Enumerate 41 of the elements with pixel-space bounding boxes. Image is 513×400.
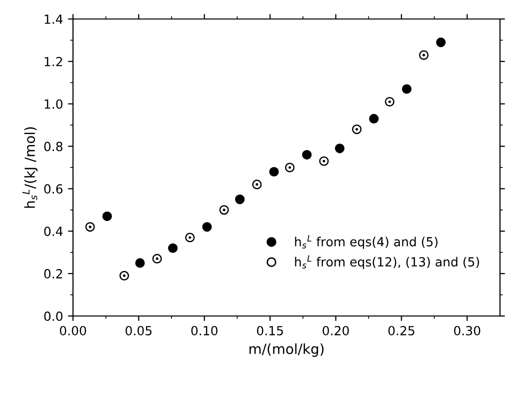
point — [319, 156, 329, 166]
x-tick-label: 0.05 — [126, 326, 152, 336]
point — [152, 254, 162, 264]
point — [202, 222, 212, 232]
y-tick-label: 0.8 — [44, 142, 62, 152]
x-tick-label: 0.00 — [60, 326, 86, 336]
y-tick-label: 0.0 — [44, 311, 62, 321]
point — [235, 194, 245, 204]
point — [384, 96, 394, 107]
point — [119, 270, 130, 280]
x-tick-label: 0.30 — [454, 326, 480, 336]
point — [436, 38, 446, 48]
x-axis-title: m/(mol/kg) — [250, 343, 324, 357]
y-tick-label: 1.0 — [44, 99, 62, 109]
x-tick-label: 0.20 — [322, 326, 349, 336]
point — [185, 232, 195, 242]
x-tick-label: 0.10 — [191, 326, 218, 336]
y-tick-label: 1.2 — [44, 56, 62, 66]
point — [135, 258, 145, 268]
point — [334, 144, 345, 154]
point — [85, 222, 95, 232]
point — [168, 243, 178, 253]
point — [284, 162, 295, 172]
point — [252, 180, 262, 190]
point — [402, 84, 412, 94]
y-tick-label: 0.6 — [44, 184, 62, 194]
y-tick-label: 1.4 — [44, 14, 63, 24]
x-tick-label: 0.15 — [256, 326, 283, 336]
y-axis-title: h$_{s}$$^{L}$/(kJ /mol) — [22, 127, 38, 208]
point — [369, 114, 379, 124]
legend-label: h$_{s}$$^{L}$ from eqs(4) and (5) — [295, 235, 438, 249]
point — [102, 212, 112, 222]
point — [302, 150, 312, 160]
point — [219, 205, 229, 215]
point — [419, 50, 429, 60]
y-tick-label: 0.4 — [44, 226, 63, 236]
y-tick-label: 0.2 — [44, 269, 62, 278]
point — [269, 166, 279, 177]
x-tick-label: 0.25 — [388, 326, 414, 336]
point — [352, 124, 362, 134]
legend-label: h$_{s}$$^{L}$ from eqs(12), (13) and (5) — [295, 255, 480, 269]
